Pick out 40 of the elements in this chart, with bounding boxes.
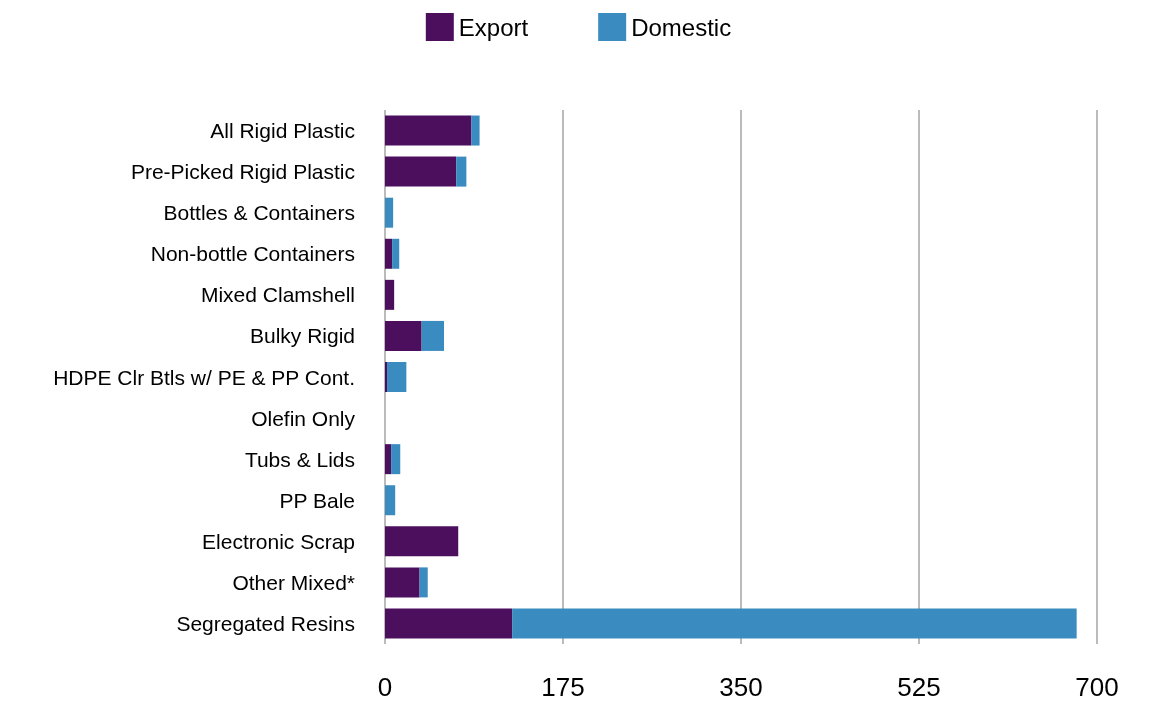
y-tick-label: HDPE Clr Btls w/ PE & PP Cont.	[53, 365, 355, 389]
y-tick-label: PP Bale	[279, 488, 355, 512]
bar	[512, 608, 1077, 639]
y-tick-label: Pre-Picked Rigid Plastic	[130, 160, 355, 184]
bar	[385, 567, 420, 598]
bar	[387, 362, 407, 392]
x-tick-label: 175	[541, 672, 585, 702]
y-tick-label: Bottles & Containers	[163, 201, 355, 225]
x-tick-label: 700	[1075, 672, 1119, 702]
y-tick-label: All Rigid Plastic	[210, 119, 355, 143]
y-tick-label: Olefin Only	[251, 406, 356, 430]
bar	[385, 444, 392, 475]
bar	[385, 485, 396, 516]
bar	[385, 362, 388, 392]
y-tick-label: Non-bottle Containers	[150, 242, 355, 266]
bar	[471, 115, 480, 146]
y-tick-label: Bulky Rigid	[249, 324, 355, 348]
bar	[385, 526, 459, 557]
x-tick-label: 350	[719, 672, 763, 702]
bar	[392, 238, 400, 269]
y-tick-label: Electronic Scrap	[202, 529, 355, 553]
bar	[385, 279, 395, 310]
bar	[391, 444, 401, 475]
y-tick-label: Tubs & Lids	[244, 447, 355, 471]
legend-label: Export	[458, 13, 529, 41]
bar	[385, 115, 472, 146]
bar	[419, 567, 428, 598]
bar	[385, 608, 513, 639]
bar	[385, 156, 457, 187]
bar	[456, 156, 467, 187]
y-tick-label: Segregated Resins	[176, 611, 355, 635]
x-tick-label: 525	[897, 672, 941, 702]
x-tick-label: 0	[377, 672, 393, 702]
y-tick-label: Other Mixed*	[232, 570, 355, 594]
bar	[385, 197, 394, 228]
y-tick-label: Mixed Clamshell	[200, 283, 355, 307]
bar	[385, 320, 422, 351]
bar	[421, 320, 444, 351]
bar	[385, 238, 393, 269]
legend-label: Domestic	[631, 13, 732, 41]
